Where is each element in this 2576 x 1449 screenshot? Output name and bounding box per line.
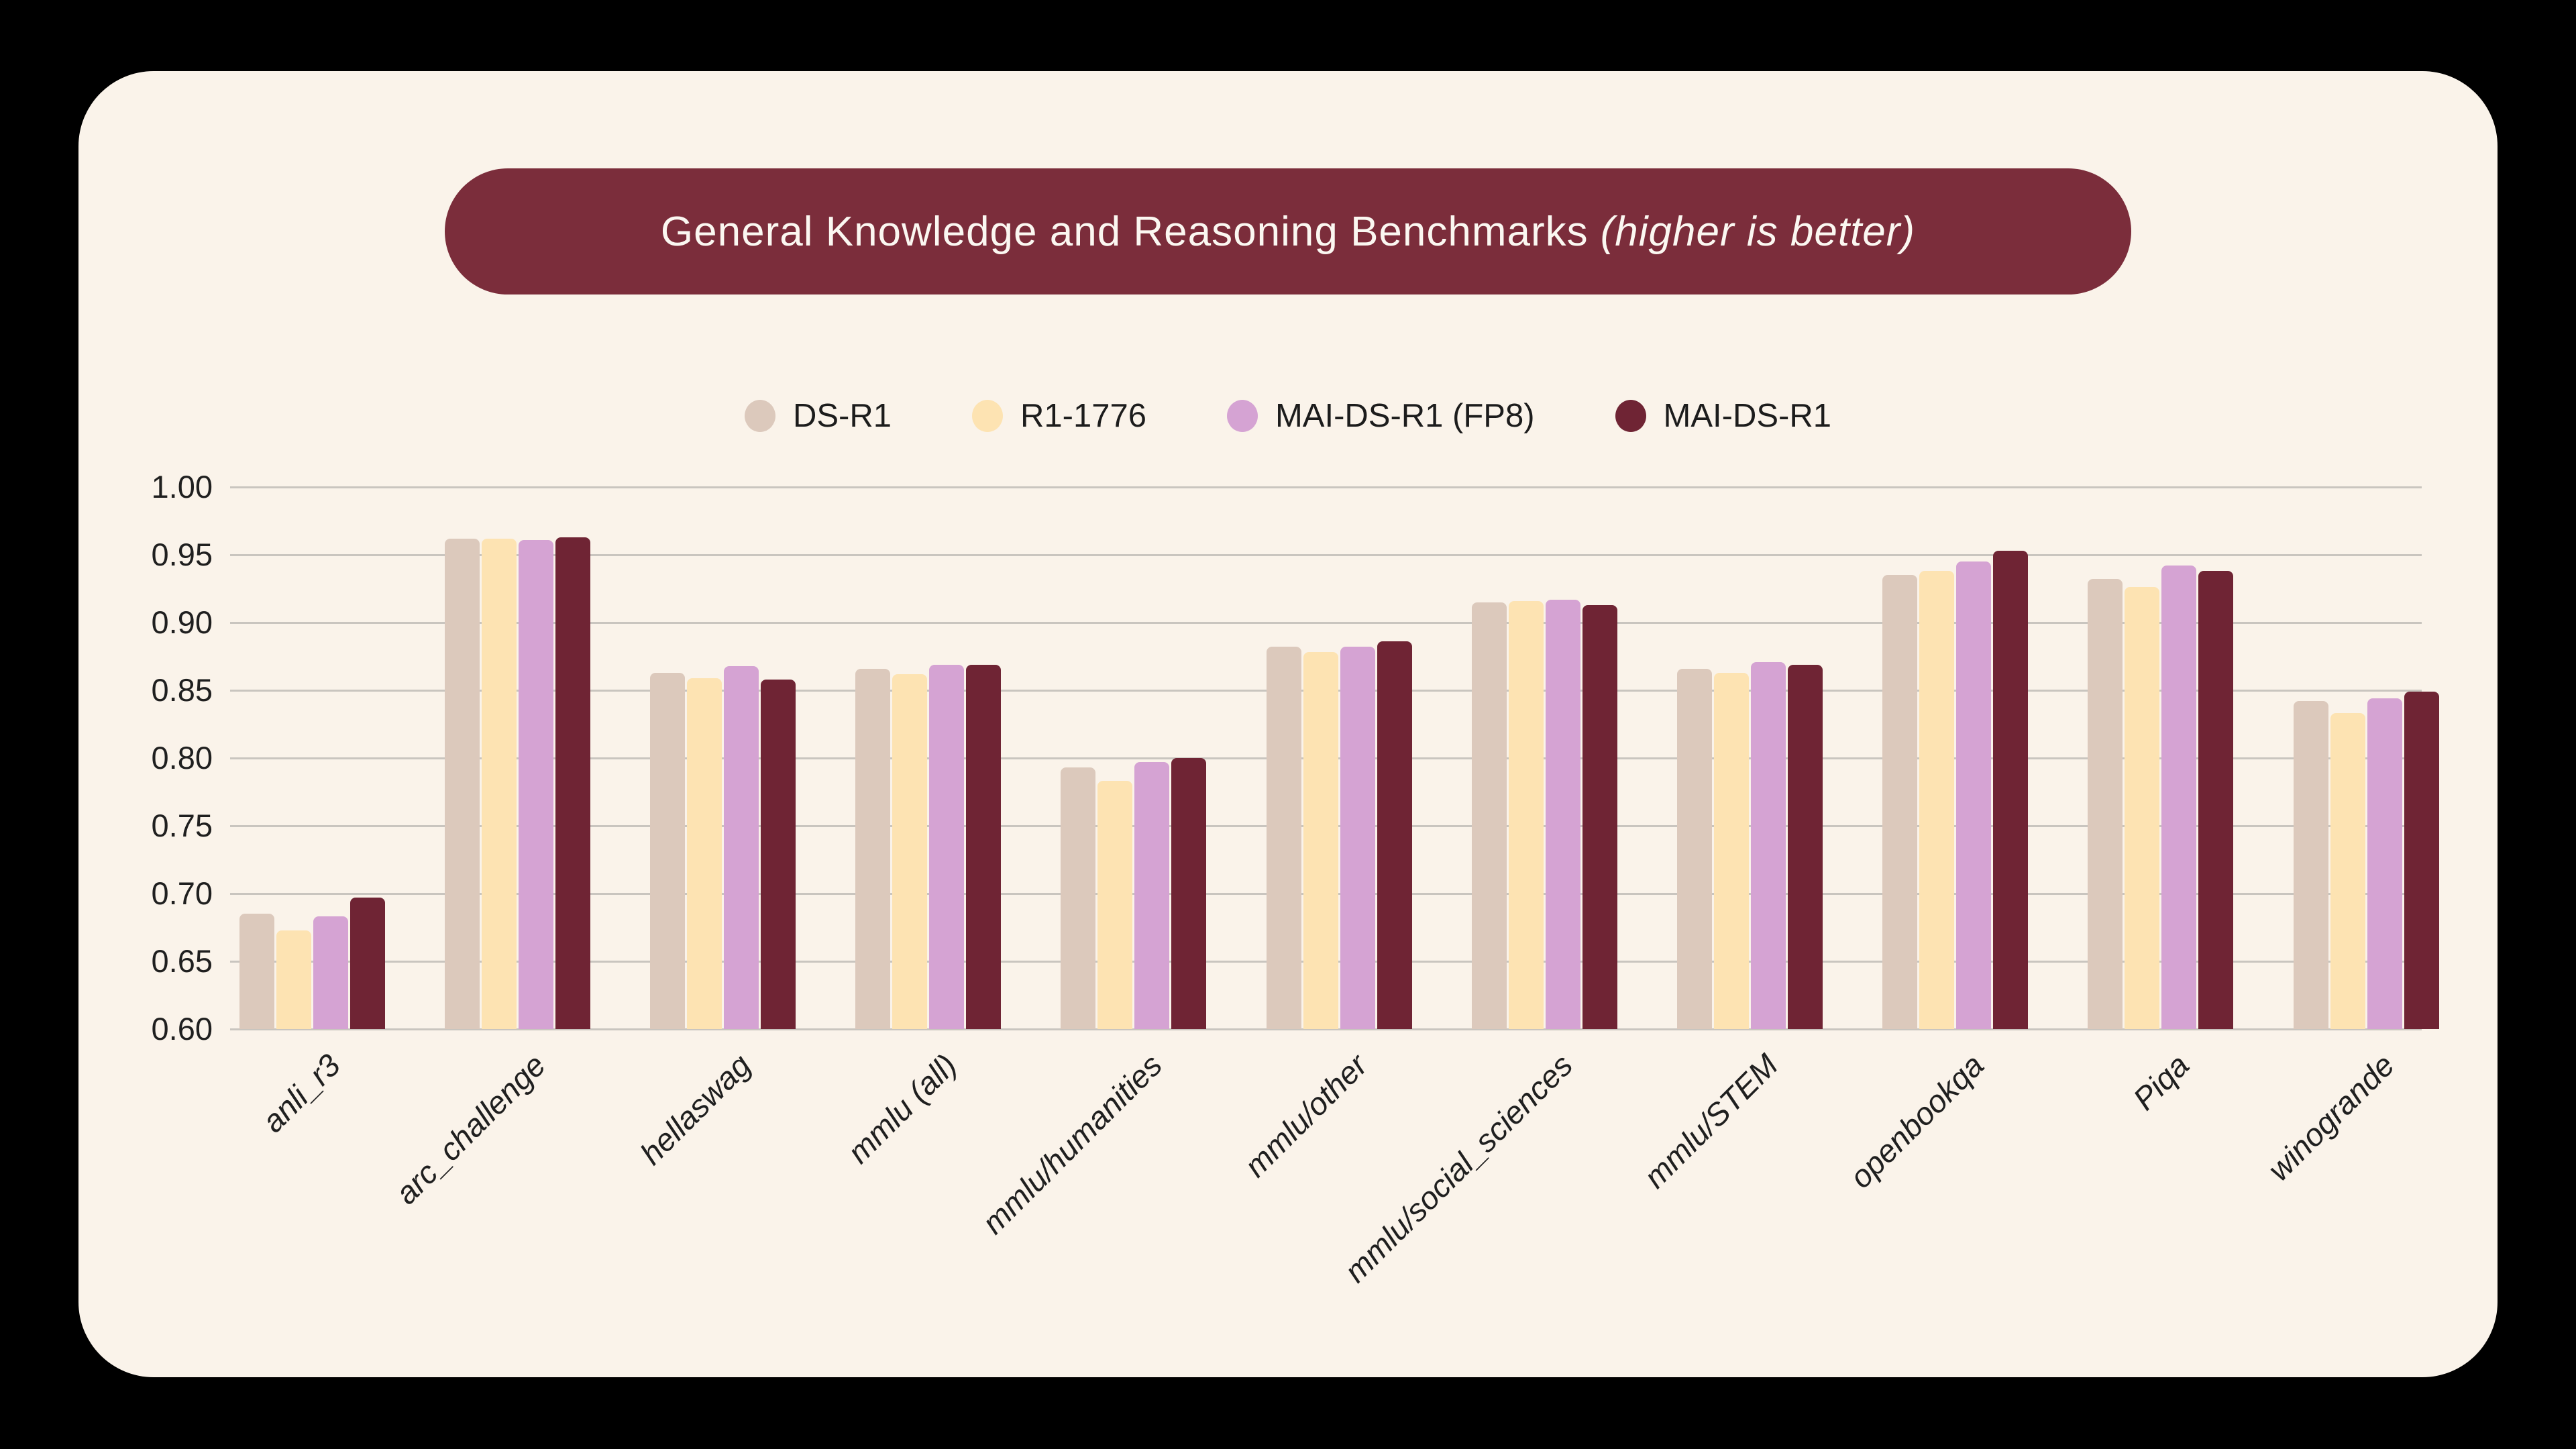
bar — [2198, 571, 2234, 1029]
bar — [1882, 575, 1918, 1029]
bar — [555, 537, 590, 1029]
y-axis-tick-label: 0.65 — [151, 943, 213, 979]
bar — [1471, 602, 1507, 1029]
bar — [1713, 672, 1749, 1029]
y-axis-tick-label: 0.75 — [151, 808, 213, 843]
bar — [1545, 599, 1580, 1029]
bar — [1171, 758, 1207, 1029]
x-axis-tick-label: mmlu/social_sciences — [1337, 1046, 1580, 1289]
bar — [1956, 561, 1992, 1029]
bar — [1750, 661, 1786, 1029]
x-axis-tick-label: mmlu (all) — [840, 1046, 963, 1171]
bar — [1303, 652, 1338, 1029]
chart-title-note: (higher is better) — [1600, 208, 1916, 255]
legend-marker-icon — [1226, 400, 1258, 432]
x-axis-tick-label: mmlu/other — [1237, 1046, 1375, 1184]
legend-item: R1-1776 — [972, 397, 1146, 435]
gridline — [230, 622, 2422, 624]
y-axis-tick-label: 0.60 — [151, 1011, 213, 1046]
bar — [1266, 647, 1301, 1029]
bar — [239, 914, 274, 1029]
bar — [518, 539, 553, 1029]
bar — [276, 930, 311, 1029]
bar — [2293, 701, 2328, 1029]
bar — [2330, 713, 2365, 1029]
y-axis-tick-label: 0.90 — [151, 604, 213, 640]
y-axis-tick-label: 1.00 — [151, 469, 213, 504]
bar — [1993, 550, 2029, 1029]
bar — [1134, 762, 1170, 1029]
chart-title: General Knowledge and Reasoning Benchmar… — [660, 208, 1589, 255]
x-axis-tick-label: anli_r3 — [254, 1046, 347, 1139]
bar — [2125, 587, 2160, 1029]
legend-label: R1-1776 — [1020, 398, 1146, 434]
legend-marker-icon — [744, 400, 775, 432]
x-axis-tick-label: openbookqa — [1842, 1046, 1990, 1195]
gridline — [230, 486, 2422, 488]
bar — [2367, 698, 2402, 1029]
legend-label: MAI-DS-R1 — [1663, 398, 1832, 434]
legend-marker-icon — [972, 400, 1003, 432]
gridline — [230, 554, 2422, 556]
bar — [1676, 668, 1712, 1029]
bar — [2088, 579, 2123, 1029]
y-axis-tick-label: 0.80 — [151, 740, 213, 775]
x-axis-tick-label: hellaswag — [633, 1046, 758, 1171]
x-axis-tick-label: mmlu/humanities — [975, 1046, 1169, 1241]
bar — [350, 898, 385, 1029]
bar — [929, 664, 965, 1029]
x-axis-tick-label: mmlu/STEM — [1637, 1046, 1785, 1195]
bar — [444, 538, 480, 1029]
bar — [760, 679, 796, 1029]
plot-area: 0.60 0.65 0.70 0.75 0.80 0.85 0.90 0.95 1.00 anli… — [152, 469, 2439, 1289]
bar — [1508, 600, 1544, 1029]
y-axis-tick-label: 0.85 — [151, 672, 213, 708]
bar — [1377, 641, 1412, 1029]
chart-title-banner: General Knowledge and Reasoning Benchmar… — [445, 168, 2131, 294]
x-axis-tick-label: winogrande — [2260, 1046, 2402, 1188]
bar — [1787, 664, 1823, 1029]
y-axis-tick-label: 0.70 — [151, 875, 213, 911]
legend-marker-icon — [1615, 400, 1646, 432]
legend-label: MAI-DS-R1 (FP8) — [1275, 398, 1535, 434]
legend-item: DS-R1 — [744, 397, 892, 435]
x-axis-tick-label: Piqa — [2125, 1046, 2196, 1117]
legend-item: MAI-DS-R1 — [1615, 397, 1831, 435]
bar — [1340, 647, 1375, 1029]
x-axis-tick-label: arc_challenge — [388, 1046, 553, 1212]
bar — [1061, 767, 1096, 1029]
bar — [1919, 571, 1955, 1029]
y-axis-tick-label: 0.95 — [151, 537, 213, 572]
legend-label: DS-R1 — [792, 398, 892, 434]
bar — [2161, 566, 2197, 1029]
legend-item: MAI-DS-R1 (FP8) — [1226, 397, 1535, 435]
bar — [723, 665, 759, 1029]
bar — [313, 916, 348, 1029]
bar — [649, 672, 685, 1029]
chart-legend: DS-R1 R1-1776 MAI-DS-R1 (FP8) MAI-DS-R1 — [78, 397, 2498, 435]
bar — [966, 664, 1002, 1029]
bar — [481, 538, 517, 1029]
bar — [892, 674, 928, 1029]
chart-panel: General Knowledge and Reasoning Benchmar… — [78, 71, 2498, 1377]
bar — [686, 678, 722, 1029]
gridline — [230, 1028, 2422, 1030]
bar — [855, 668, 891, 1029]
bar — [1097, 781, 1133, 1029]
bar — [1582, 604, 1617, 1029]
bar — [2404, 692, 2439, 1029]
